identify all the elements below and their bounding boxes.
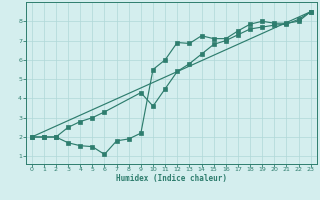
X-axis label: Humidex (Indice chaleur): Humidex (Indice chaleur) (116, 174, 227, 183)
